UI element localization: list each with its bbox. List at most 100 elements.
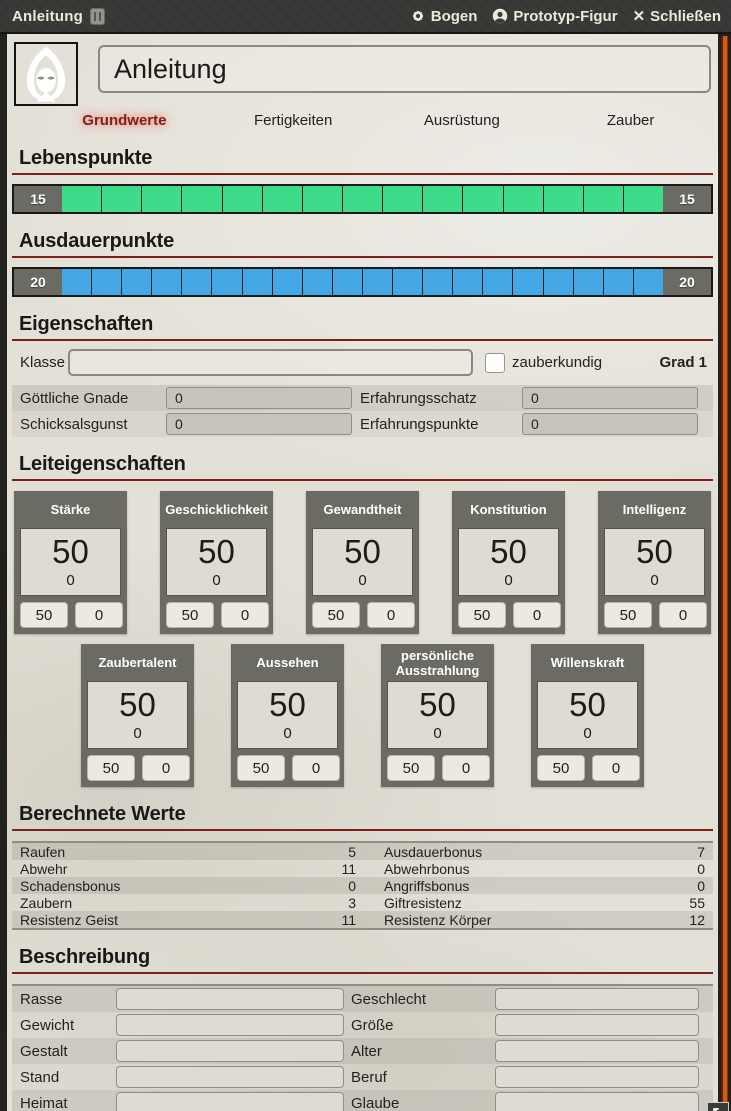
attribute-card-persoenliche-ausstrahlung: persönliche Ausstrahlung 50 0 (381, 644, 494, 787)
lebenspunkte-track[interactable] (62, 186, 664, 212)
prototyp-figur-button[interactable]: Prototyp-Figur (492, 8, 618, 25)
glaube-label: Glaube (351, 1094, 400, 1111)
attribute-adjust-input[interactable] (75, 602, 123, 628)
attribute-base-input[interactable] (458, 602, 506, 628)
ausdauerpunkte-heading: Ausdauerpunkte (12, 230, 713, 258)
goettliche-gnade-label: Göttliche Gnade (20, 389, 129, 407)
attribute-adjust-input[interactable] (659, 602, 707, 628)
attribute-base-input[interactable] (312, 602, 360, 628)
attribute-adjust-input[interactable] (442, 755, 490, 781)
attribute-adjust-input[interactable] (142, 755, 190, 781)
calc-label: Zaubern (20, 894, 73, 911)
alter-input[interactable] (495, 1040, 699, 1062)
ausdauerpunkte-track[interactable] (62, 269, 663, 295)
tab-bar: Grundwerte Fertigkeiten Ausrüstung Zaube… (40, 110, 715, 131)
tab-fertigkeiten[interactable]: Fertigkeiten (253, 112, 333, 129)
geschlecht-input[interactable] (495, 988, 699, 1010)
table-row: Raufen 5 Ausdauerbonus 7 (12, 843, 713, 860)
tab-grundwerte[interactable]: Grundwerte (82, 112, 167, 129)
attribute-adjust-input[interactable] (513, 602, 561, 628)
groesse-input[interactable] (495, 1014, 699, 1036)
klasse-input[interactable] (68, 349, 474, 376)
avatar[interactable] (14, 42, 78, 106)
attribute-base-input[interactable] (237, 755, 285, 781)
calc-value: 0 (697, 860, 705, 877)
beruf-label: Beruf (351, 1068, 387, 1086)
character-sheet-icon (89, 7, 105, 25)
glaube-input[interactable] (495, 1092, 699, 1111)
attribute-card-aussehen: Aussehen 50 0 (231, 644, 344, 787)
schicksalsgunst-label: Schicksalsgunst (20, 415, 128, 433)
form-row: Gewicht Größe (12, 1012, 713, 1038)
lebenspunkte-max: 15 (14, 186, 62, 212)
attribute-base-input[interactable] (537, 755, 585, 781)
attribute-adjust-input[interactable] (221, 602, 269, 628)
attribute-base-input[interactable] (87, 755, 135, 781)
hooded-figure-icon (26, 46, 66, 102)
calc-value: 11 (341, 860, 356, 877)
calc-label: Abwehr (20, 860, 68, 877)
attribute-name: Aussehen (256, 655, 319, 670)
heimat-input[interactable] (116, 1092, 344, 1111)
vertical-scrollbar[interactable] (721, 36, 728, 1111)
calc-label: Raufen (20, 843, 66, 860)
resize-handle[interactable] (707, 1102, 729, 1111)
calc-label: Ausdauerbonus (384, 843, 483, 860)
tab-zauber[interactable]: Zauber (606, 112, 655, 129)
titlebar: Anleitung Bogen (0, 0, 731, 34)
erfahrungsschatz-input[interactable] (522, 387, 698, 409)
erfahrungspunkte-input[interactable] (522, 413, 698, 435)
attribute-card-gewandtheit: Gewandtheit 50 0 (306, 491, 419, 634)
calc-value: 0 (348, 877, 356, 894)
attribute-adjust-input[interactable] (592, 755, 640, 781)
ausdauerpunkte-max: 20 (14, 269, 62, 295)
rasse-label: Rasse (20, 990, 63, 1008)
attribute-adjust-input[interactable] (367, 602, 415, 628)
ausdauerpunkte-bar[interactable]: 20 20 (12, 267, 713, 297)
groesse-label: Größe (351, 1016, 394, 1034)
close-button[interactable]: ✕ Schließen (633, 7, 721, 26)
attribute-value: 50 (569, 686, 606, 723)
attribute-adjust-input[interactable] (292, 755, 340, 781)
attribute-value: 50 (198, 533, 235, 570)
attribute-value: 50 (636, 533, 673, 570)
gestalt-input[interactable] (116, 1040, 344, 1062)
ausdauerpunkte-current: 20 (663, 269, 711, 295)
attribute-modifier: 0 (283, 725, 292, 742)
berechnete-werte-heading: Berechnete Werte (12, 803, 713, 831)
attribute-card-geschicklichkeit: Geschicklichkeit 50 0 (160, 491, 273, 634)
close-label: Schließen (650, 7, 721, 25)
attribute-card-intelligenz: Intelligenz 50 0 (598, 491, 711, 634)
calc-value: 55 (689, 894, 705, 911)
attribute-base-input[interactable] (166, 602, 214, 628)
attribute-value: 50 (119, 686, 156, 723)
lebenspunkte-bar[interactable]: 15 15 (12, 184, 713, 214)
person-icon (492, 8, 508, 24)
form-row: Stand Beruf (12, 1064, 713, 1090)
stand-label: Stand (20, 1068, 60, 1086)
table-row: Abwehr 11 Abwehrbonus 0 (12, 860, 713, 877)
tab-ausruestung[interactable]: Ausrüstung (423, 112, 500, 129)
attribute-modifier: 0 (133, 725, 142, 742)
character-name-input[interactable] (98, 45, 711, 93)
stand-input[interactable] (116, 1066, 344, 1088)
beruf-input[interactable] (495, 1066, 699, 1088)
goettliche-gnade-input[interactable] (166, 387, 353, 409)
attribute-base-input[interactable] (387, 755, 435, 781)
rasse-input[interactable] (116, 988, 344, 1010)
attribute-name: Stärke (50, 502, 91, 517)
attribute-name: Zaubertalent (98, 655, 177, 670)
calc-value: 3 (348, 894, 356, 911)
calc-value: 5 (348, 843, 356, 860)
gewicht-input[interactable] (116, 1014, 344, 1036)
attribute-modifier: 0 (433, 725, 442, 742)
schicksalsgunst-input[interactable] (166, 413, 353, 435)
attribute-name: Geschicklichkeit (165, 502, 268, 517)
bogen-button[interactable]: Bogen (410, 8, 477, 25)
calc-value: 0 (697, 877, 705, 894)
attribute-base-input[interactable] (604, 602, 652, 628)
attribute-base-input[interactable] (20, 602, 68, 628)
resize-arrows-icon (713, 1108, 719, 1111)
form-row: Gestalt Alter (12, 1038, 713, 1064)
zauberkundig-checkbox[interactable] (485, 352, 506, 373)
